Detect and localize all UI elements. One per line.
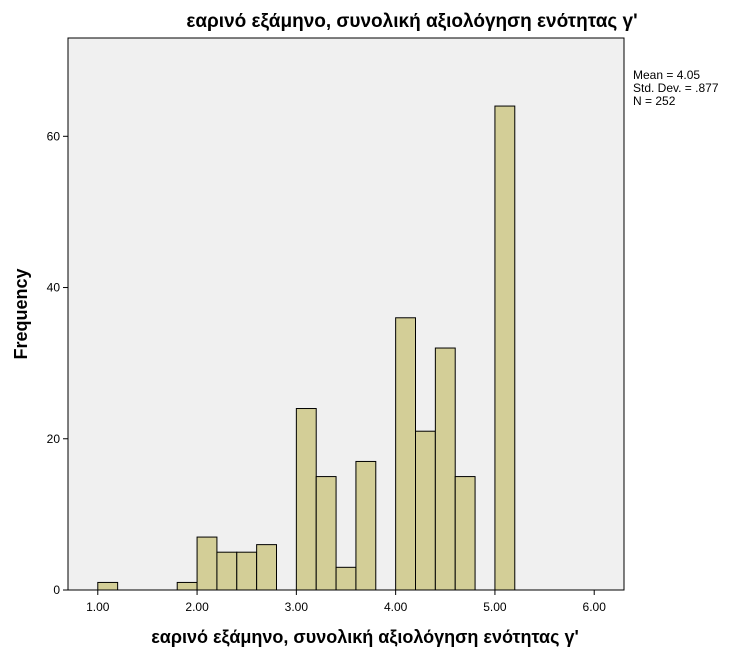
histogram-bar	[494, 105, 516, 591]
y-axis-label: Frequency	[11, 268, 31, 359]
histogram-bar	[415, 430, 436, 591]
histogram-bar	[97, 581, 119, 591]
x-tick-label: 3.00	[285, 600, 309, 614]
histogram-bar	[176, 581, 198, 591]
stats-box: Mean = 4.05 Std. Dev. = .877 N = 252	[633, 68, 719, 108]
stat-mean: Mean = 4.05	[633, 68, 700, 82]
bars-group	[97, 105, 516, 591]
histogram-bar	[434, 347, 456, 591]
x-tick-label: 4.00	[384, 600, 408, 614]
stat-std-dev: Std. Dev. = .877	[633, 81, 719, 95]
x-axis-label: εαρινό εξάμηνο, συνολική αξιολόγηση ενότ…	[151, 627, 579, 648]
x-tick-label: 5.00	[483, 600, 507, 614]
histogram-bar	[395, 317, 416, 591]
histogram-bar	[454, 476, 476, 591]
histogram-bar	[335, 566, 357, 591]
y-axis: 0 20 40 60	[47, 129, 68, 597]
histogram-bar	[295, 408, 317, 591]
histogram-bar	[236, 551, 258, 591]
histogram-bar	[355, 460, 377, 591]
histogram-bar	[256, 544, 277, 591]
stat-n: N = 252	[633, 94, 676, 108]
x-tick-label: 1.00	[86, 600, 110, 614]
y-tick-label: 20	[47, 432, 61, 446]
y-tick-label: 60	[47, 129, 61, 143]
x-tick-label: 6.00	[583, 600, 607, 614]
plot-area	[67, 37, 625, 591]
chart-title: εαρινό εξάμηνο, συνολική αξιολόγηση ενότ…	[186, 11, 637, 32]
histogram-bar	[216, 551, 238, 591]
y-tick-label: 40	[47, 281, 61, 295]
histogram-bar	[196, 536, 218, 591]
y-tick-label: 0	[53, 583, 60, 597]
x-tick-label: 2.00	[185, 600, 209, 614]
histogram-bar	[315, 476, 337, 591]
x-axis: 1.00 2.00 3.00 4.00 5.00 6.00	[86, 590, 606, 614]
